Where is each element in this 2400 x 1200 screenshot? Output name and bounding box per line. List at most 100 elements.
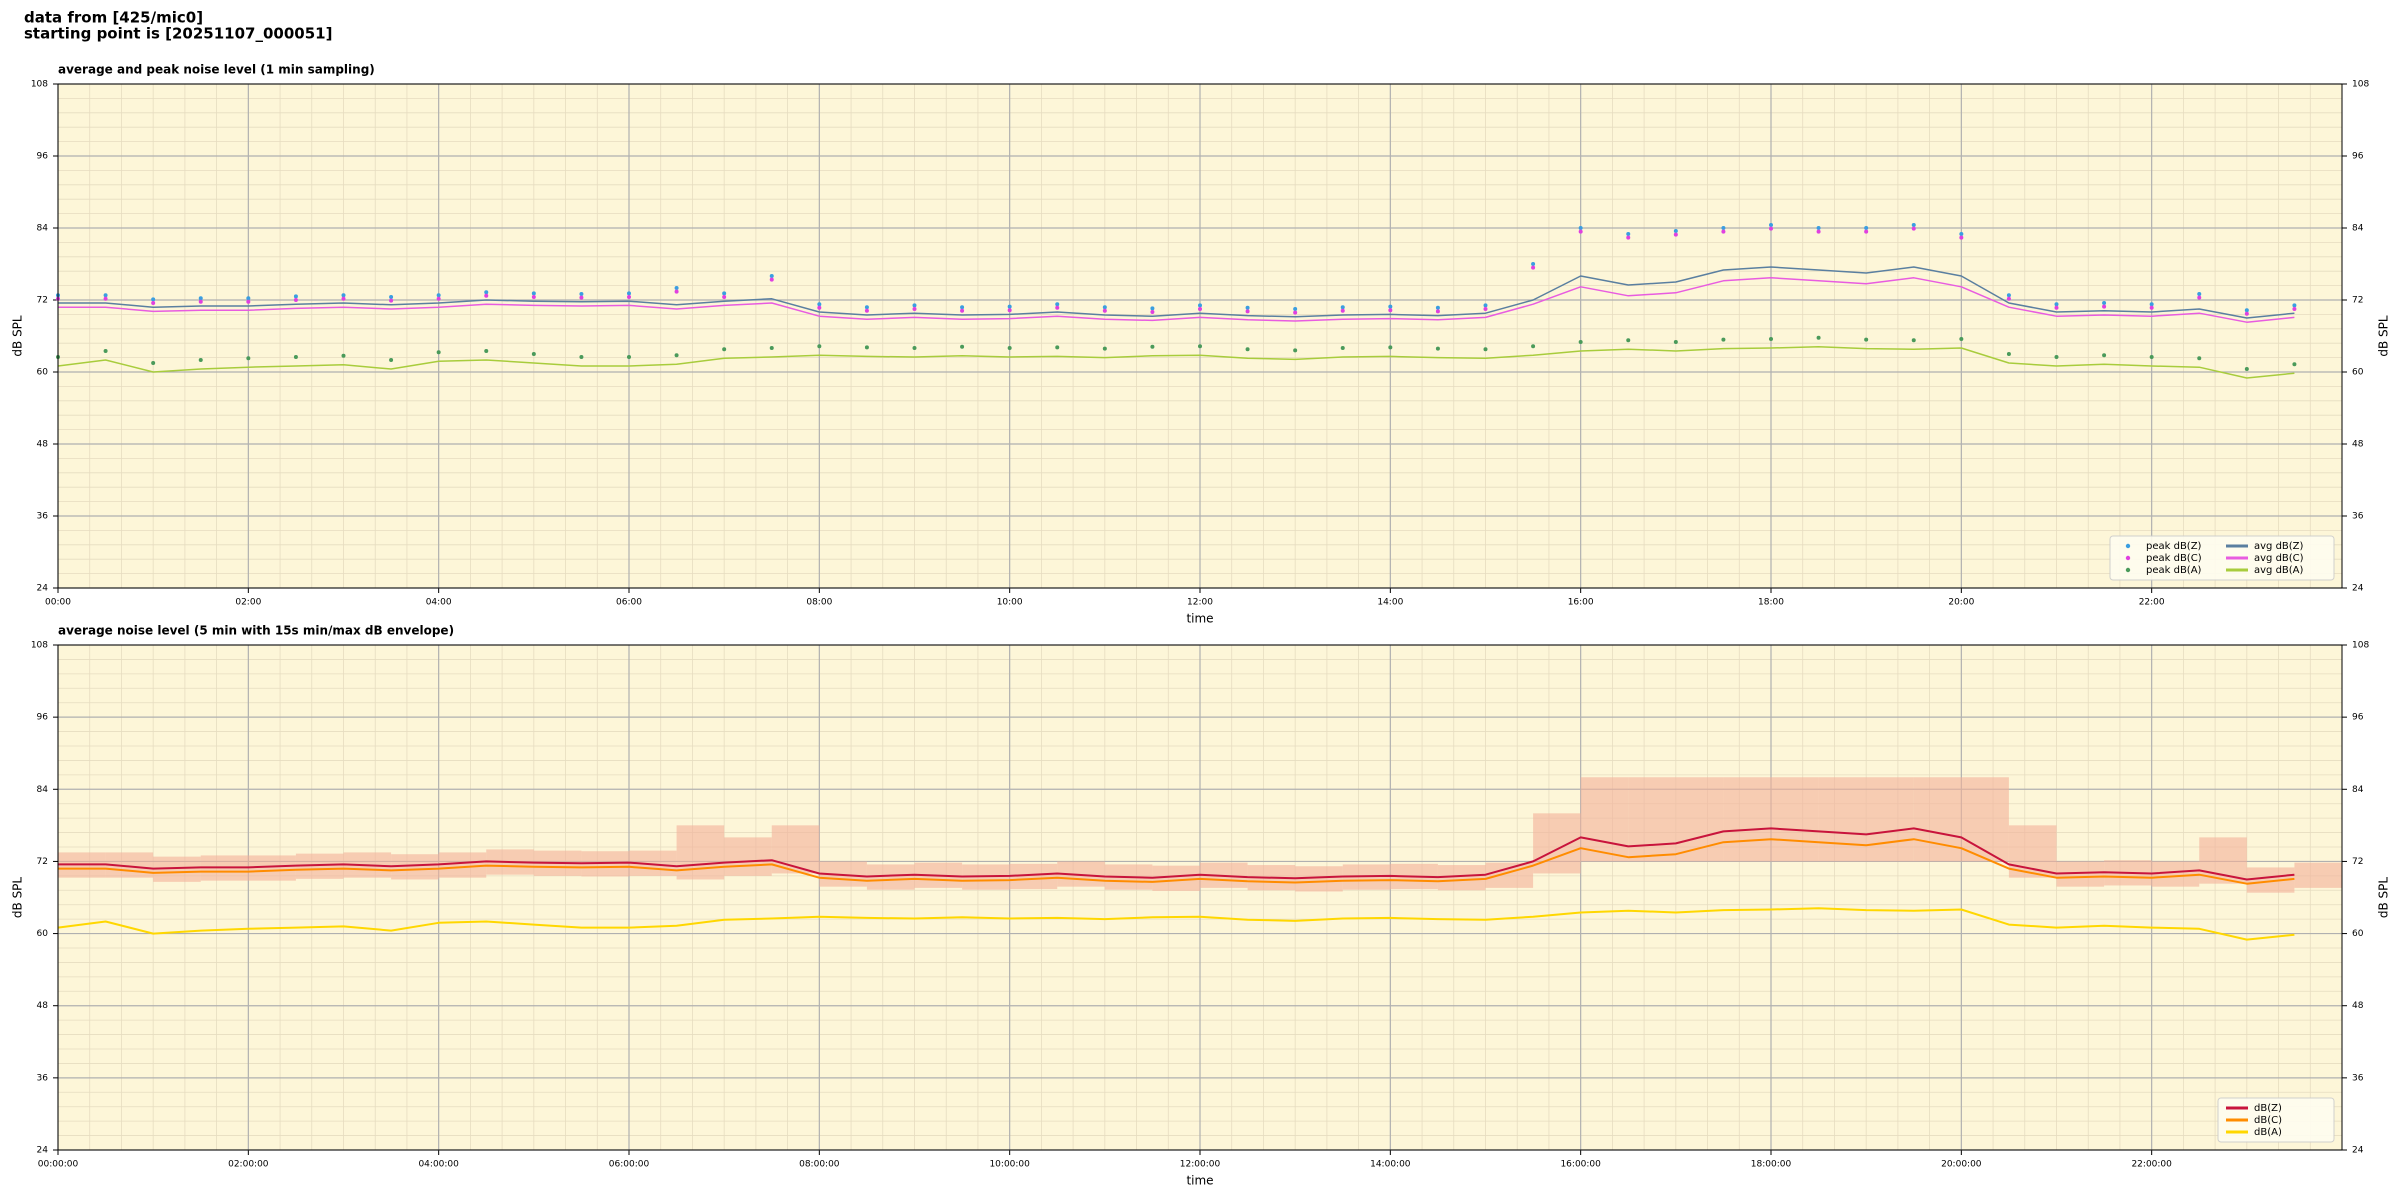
peak-dot <box>864 305 869 310</box>
plot-frame <box>57 83 2343 589</box>
peak-dot <box>2149 305 2154 310</box>
peak-dot <box>1150 310 1155 314</box>
peak-dot <box>864 345 869 350</box>
peak-dot <box>722 291 727 296</box>
legend-marker <box>2125 555 2131 561</box>
peak-dot <box>1102 305 1107 310</box>
peak-dot <box>484 349 489 353</box>
envelope-band <box>1628 777 1676 862</box>
peak-dot <box>484 293 489 298</box>
peak-dot <box>103 349 108 353</box>
peak-dot <box>293 294 298 299</box>
peak-dot <box>1673 232 1678 237</box>
envelope-band <box>1485 862 1534 888</box>
peak-dot <box>2006 296 2011 301</box>
peak-dot <box>912 346 917 350</box>
peak-dot <box>2197 292 2202 296</box>
legend-box <box>2109 535 2335 581</box>
y-tick-label: 72 <box>37 857 48 867</box>
y-tick-label: 24 <box>37 1146 49 1156</box>
envelope-band <box>1533 813 1581 874</box>
peak-dot <box>2244 311 2249 316</box>
peak-dot <box>674 286 679 290</box>
peak-dot <box>151 361 156 365</box>
y-tick-label: 96 <box>37 713 49 723</box>
peak-dot <box>1483 303 1488 308</box>
y-tick-label: 24 <box>2352 584 2364 594</box>
peak-dot <box>1578 226 1583 230</box>
envelope-band <box>1961 777 2009 862</box>
peak-dot <box>1293 310 1298 315</box>
series-line <box>58 838 2295 885</box>
peak-dot <box>1721 229 1726 234</box>
y-tick-label: 36 <box>2352 512 2364 522</box>
y-tick-label: 48 <box>2352 440 2364 450</box>
peak-dot <box>341 293 346 298</box>
peak-dot <box>1673 340 1678 344</box>
y-tick-label: 108 <box>2352 80 2369 90</box>
y-tick-label: 36 <box>37 1073 49 1083</box>
peak-dot <box>1673 229 1678 233</box>
peak-dot <box>960 308 965 313</box>
legend-label: avg dB(A) <box>2254 565 2304 576</box>
peak-dot <box>2054 355 2059 359</box>
peak-dot <box>1340 308 1345 313</box>
y-tick-label: 84 <box>37 224 49 234</box>
peak-dot <box>436 296 441 301</box>
peak-dot <box>246 356 251 361</box>
peak-dot <box>151 297 156 302</box>
peak-dot <box>1435 305 1440 310</box>
y-axis-label: dB SPL <box>2377 877 2391 919</box>
peak-dot <box>1007 308 1012 313</box>
x-tick-label: 12:00:00 <box>1180 1160 1221 1170</box>
peak-dot <box>531 352 536 356</box>
y-tick-label: 72 <box>2352 296 2363 306</box>
peak-dot <box>389 298 394 303</box>
x-tick-label: 22:00:00 <box>2131 1160 2172 1170</box>
legend-label: peak dB(A) <box>2146 565 2202 576</box>
x-tick-label: 16:00:00 <box>1560 1160 1601 1170</box>
peak-dot <box>198 358 203 362</box>
peak-dot <box>1245 309 1250 314</box>
envelope-band <box>1913 777 1962 862</box>
peak-dot <box>1626 338 1631 343</box>
peak-dot <box>1245 305 1250 310</box>
peak-dot <box>1483 307 1488 311</box>
legend-label: peak dB(Z) <box>2146 541 2202 552</box>
peak-dot <box>817 344 822 349</box>
peak-dot <box>1959 235 1964 240</box>
y-tick-label: 24 <box>2352 1146 2364 1156</box>
envelope-band <box>2294 862 2342 888</box>
plot-frame <box>57 644 2343 1151</box>
x-tick-label: 08:00:00 <box>799 1160 840 1170</box>
peak-dot <box>293 298 298 302</box>
legend-label: avg dB(C) <box>2254 553 2304 564</box>
envelope-band <box>1152 865 1200 891</box>
peak-dot <box>2102 304 2107 309</box>
peak-dot <box>1626 232 1631 236</box>
peak-dot <box>1578 340 1583 344</box>
peak-dot <box>1721 337 1726 342</box>
peak-dot <box>1721 226 1726 230</box>
peak-dot <box>1531 262 1536 266</box>
y-tick-label: 84 <box>37 785 49 795</box>
peak-dot <box>2149 355 2154 359</box>
peak-dot <box>1007 346 1012 350</box>
peak-dot <box>1388 345 1393 350</box>
envelope-band <box>2151 861 2200 887</box>
peak-dot <box>1816 226 1821 230</box>
x-tick-label: 20:00:00 <box>1941 1160 1982 1170</box>
y-axis-label: dB SPL <box>11 877 25 919</box>
x-tick-label: 16:00 <box>1568 598 1594 608</box>
peak-dot <box>817 305 822 310</box>
envelope-band <box>438 852 487 878</box>
peak-dot <box>1911 223 1916 227</box>
peak-dot <box>1483 347 1488 352</box>
peak-dot <box>579 355 584 359</box>
x-tick-label: 18:00:00 <box>1751 1160 1792 1170</box>
peak-dot <box>960 344 965 349</box>
peak-dot <box>1769 226 1773 231</box>
peak-dot <box>1626 235 1631 240</box>
series-line <box>57 346 2295 379</box>
